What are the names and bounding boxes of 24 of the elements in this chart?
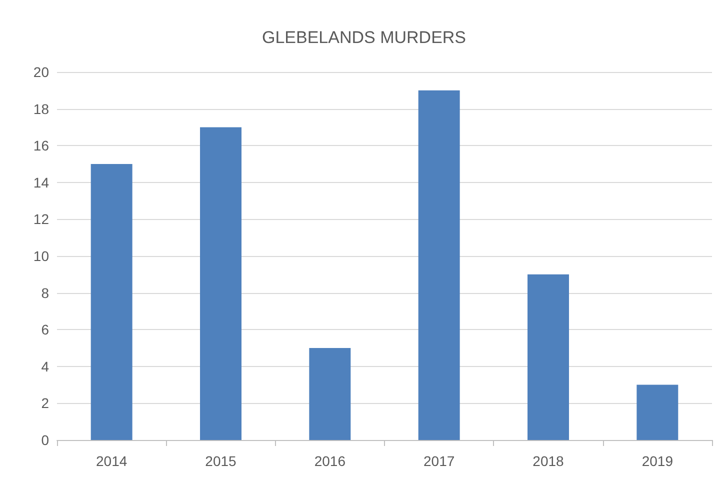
y-tick-label: 2 xyxy=(41,395,50,412)
bar xyxy=(90,164,132,440)
bar xyxy=(418,90,460,440)
y-tick-label: 4 xyxy=(41,358,50,374)
y-tick-label: 18 xyxy=(33,100,50,117)
x-tick-label: 2017 xyxy=(424,453,455,469)
bar xyxy=(636,384,678,440)
y-tick-label: 10 xyxy=(33,248,50,264)
y-tick-label: 6 xyxy=(41,322,50,338)
y-tick-label: 12 xyxy=(33,211,50,228)
y-tick-label: 20 xyxy=(33,64,50,80)
x-tick-label: 2015 xyxy=(205,453,237,469)
bar xyxy=(528,274,569,440)
bar xyxy=(309,348,351,440)
y-tick-label: 0 xyxy=(41,432,50,448)
x-tick-label: 2019 xyxy=(642,453,674,469)
x-tick-label: 2018 xyxy=(532,453,564,469)
y-tick-label: 8 xyxy=(41,284,50,301)
y-tick-label: 14 xyxy=(33,174,50,190)
bar xyxy=(200,127,242,440)
y-tick-label: 16 xyxy=(33,138,50,154)
chart-title: GLEBELANDS MURDERS xyxy=(262,28,466,47)
x-tick-label: 2016 xyxy=(314,453,346,469)
x-tick-label: 2014 xyxy=(96,453,128,469)
